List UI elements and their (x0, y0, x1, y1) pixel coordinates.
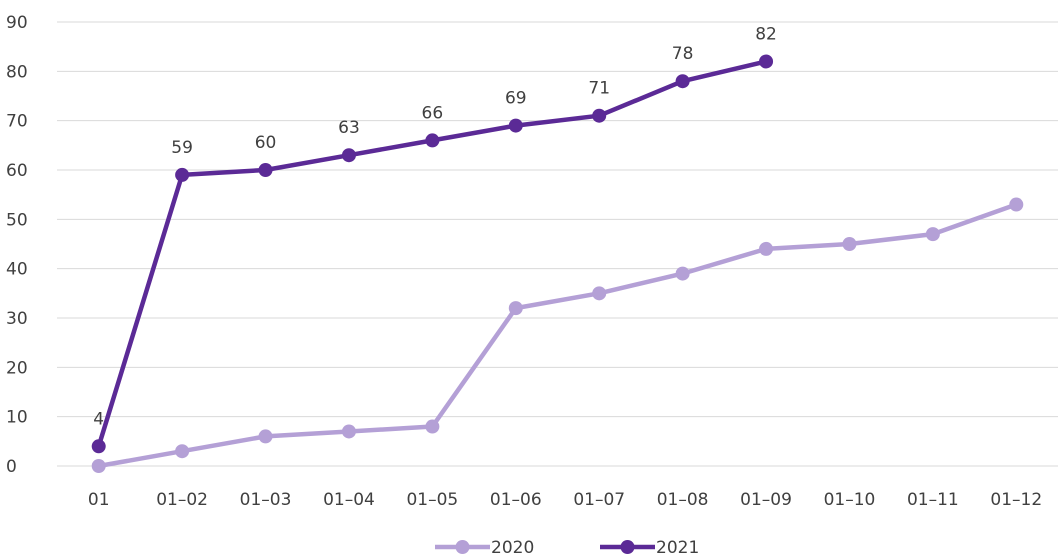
data-label-2021-7: 71 (588, 79, 610, 99)
point-2021-9 (759, 54, 774, 69)
y-tick-label-20: 20 (6, 358, 28, 378)
y-tick-label-80: 80 (6, 62, 28, 82)
x-tick-label-6: 01–06 (490, 490, 542, 510)
y-tick-label-40: 40 (6, 260, 28, 280)
x-tick-label-2: 01–02 (156, 490, 208, 510)
y-tick-label-0: 0 (6, 457, 17, 477)
point-2020-3 (258, 429, 273, 444)
y-tick-label-60: 60 (6, 161, 28, 181)
x-axis-tick-labels: 01 01–02 01–03 01–04 01–05 01–06 01–07 01–08 01–… (88, 490, 1042, 510)
y-tick-label-70: 70 (6, 112, 28, 132)
point-2020-1 (91, 459, 106, 473)
y-tick-label-30: 30 (6, 309, 28, 329)
point-2020-9 (759, 241, 774, 256)
point-2020-10 (842, 237, 857, 251)
grid-layer (57, 21, 1058, 467)
point-2021-5 (425, 133, 440, 148)
y-tick-label-90: 90 (6, 13, 28, 33)
point-2021-7 (592, 108, 607, 123)
data-label-2021-3: 60 (255, 133, 277, 153)
data-label-2021-2: 59 (171, 138, 193, 158)
point-2020-11 (925, 227, 940, 242)
point-2021-8 (675, 74, 690, 89)
data-label-2021-1: 4 (93, 409, 104, 429)
point-2021-3 (258, 163, 273, 177)
point-2021-1 (91, 439, 106, 454)
data-label-2021-4: 63 (338, 118, 360, 138)
point-2020-12 (1009, 197, 1024, 212)
data-label-2021-9: 82 (755, 24, 777, 44)
legend-label-2021: 2021 (656, 538, 699, 558)
point-2020-6 (508, 301, 523, 316)
y-tick-label-10: 10 (6, 408, 28, 428)
data-label-2021-8: 78 (672, 44, 694, 64)
legend: 2020 2021 (435, 538, 699, 558)
x-tick-label-5: 01–05 (406, 490, 458, 510)
data-label-2021-5: 66 (422, 103, 444, 123)
y-axis-tick-labels: 0 10 20 30 40 50 60 70 80 90 (6, 13, 28, 477)
point-2021-6 (508, 118, 523, 133)
series-line-2020 (96, 202, 1019, 469)
point-2020-2 (175, 444, 190, 459)
series-layer (91, 54, 1024, 473)
point-2021-2 (175, 167, 190, 182)
point-2020-5 (425, 419, 440, 434)
x-tick-label-3: 01–03 (240, 490, 292, 510)
data-label-layer: 4 59 60 63 66 69 71 78 82 (93, 24, 777, 429)
data-label-2021-6: 69 (505, 89, 527, 109)
legend-swatch-marker-2020 (455, 540, 470, 554)
x-tick-label-8: 01–08 (657, 490, 709, 510)
x-tick-label-7: 01–07 (573, 490, 625, 510)
legend-swatch-marker-2021 (620, 540, 635, 554)
legend-label-2020: 2020 (491, 538, 534, 558)
x-tick-label-11: 01–11 (907, 490, 959, 510)
point-2021-4 (341, 148, 356, 163)
point-2020-7 (592, 286, 607, 301)
point-2020-8 (675, 266, 690, 281)
x-tick-label-9: 01–09 (740, 490, 792, 510)
x-tick-label-4: 01–04 (323, 490, 375, 510)
x-tick-label-12: 01–12 (990, 490, 1042, 510)
point-2020-4 (341, 424, 356, 439)
y-tick-label-50: 50 (6, 210, 28, 230)
x-tick-label-10: 01–10 (824, 490, 876, 510)
x-tick-label-1: 01 (88, 490, 110, 510)
